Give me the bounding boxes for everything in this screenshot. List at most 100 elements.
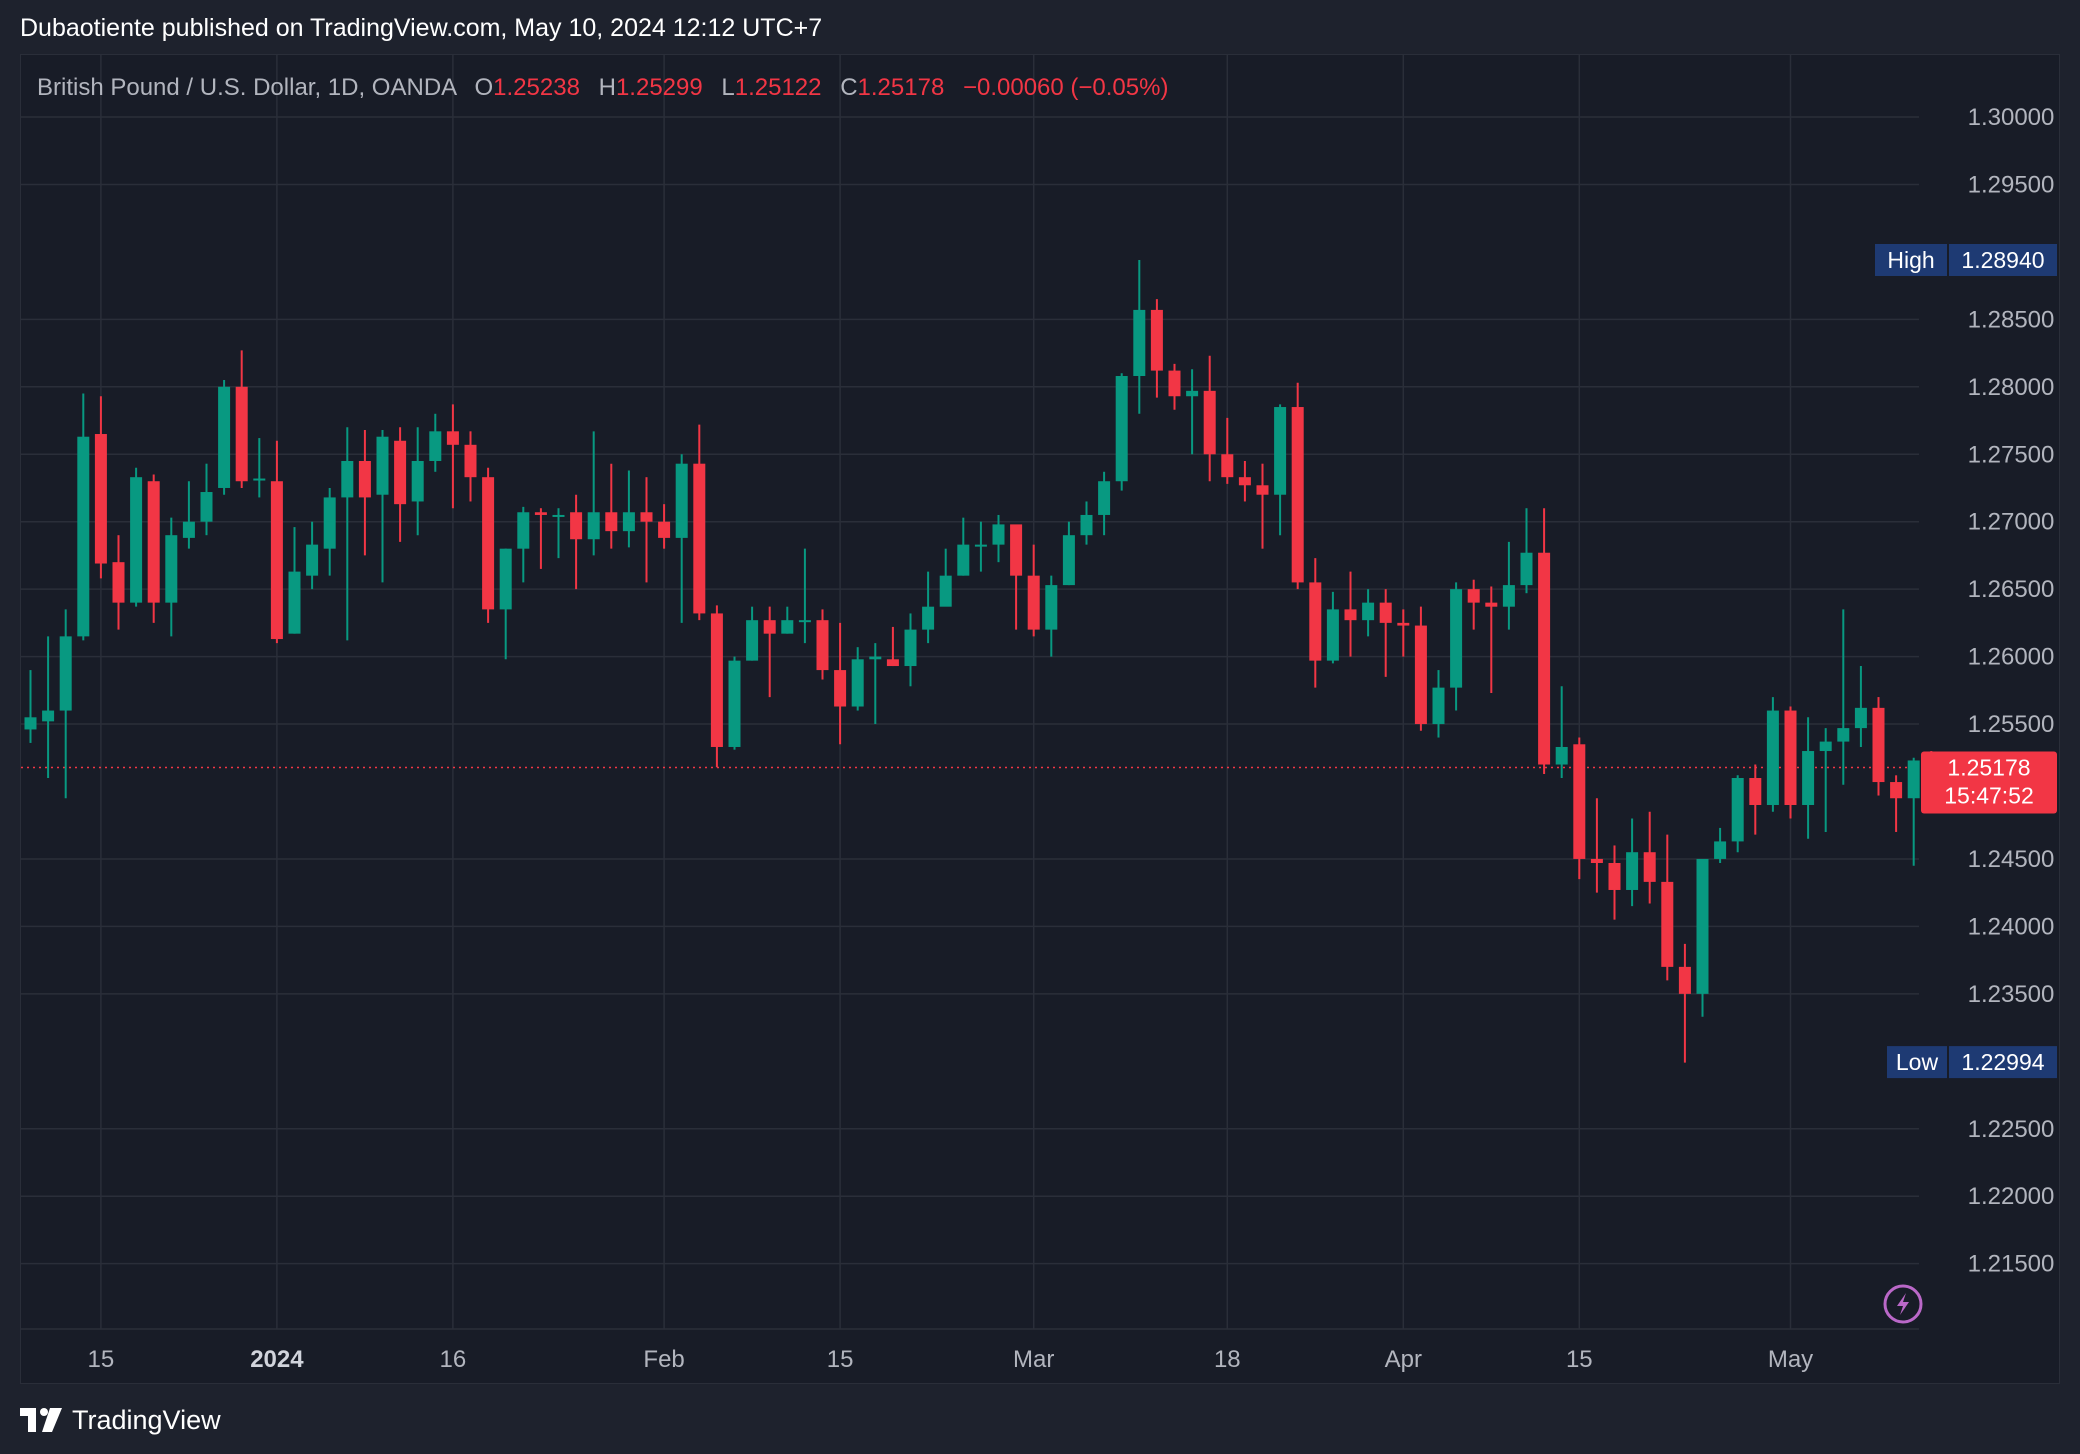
candle-up[interactable] [622, 470, 635, 548]
candle-up[interactable] [1766, 697, 1779, 812]
candle-down[interactable] [1485, 586, 1498, 694]
candle-down[interactable] [1397, 609, 1410, 657]
candle-up[interactable] [587, 431, 600, 556]
candle-up[interactable] [1837, 609, 1850, 785]
candle-down[interactable] [1590, 798, 1603, 893]
candle-up[interactable] [253, 438, 266, 498]
candle-up[interactable] [1854, 666, 1867, 747]
candle-up[interactable] [200, 463, 213, 536]
candle-down[interactable] [1643, 811, 1656, 904]
candle-up[interactable] [1731, 775, 1744, 853]
candle-up[interactable] [922, 571, 935, 644]
candle-down[interactable] [1467, 579, 1480, 630]
candle-up[interactable] [59, 609, 72, 799]
candle-up[interactable] [746, 606, 759, 661]
candle-down[interactable] [482, 467, 495, 623]
candle-down[interactable] [1203, 355, 1216, 482]
candle-down[interactable] [1238, 460, 1251, 502]
candle-up[interactable] [517, 506, 530, 583]
time-axis[interactable]: 15 2024 16 Feb 15 Mar 18 Apr 15 May [88, 1346, 1814, 1373]
candle-up[interactable] [376, 429, 389, 583]
last-price-badge[interactable]: 1.25178 15:47:52 [1921, 751, 2057, 814]
chart-panel[interactable]: 1.30000 1.29500 1.28500 1.28000 1.27500 1.270… [20, 54, 2060, 1384]
candle-up[interactable] [992, 514, 1005, 563]
candle-up[interactable] [798, 548, 811, 644]
candle-down[interactable] [1027, 544, 1040, 637]
candle-down[interactable] [1010, 524, 1023, 630]
candle-up[interactable] [851, 647, 864, 711]
tradingview-footer-logo[interactable]: TradingView [20, 1402, 221, 1438]
candle-up[interactable] [499, 548, 512, 660]
candle-down[interactable] [693, 424, 706, 621]
candle-down[interactable] [570, 494, 583, 590]
candle-up[interactable] [1115, 373, 1128, 491]
candle-up[interactable] [1907, 757, 1920, 866]
candle-up[interactable] [182, 481, 195, 549]
candle-up[interactable] [1326, 591, 1339, 664]
candle-up[interactable] [869, 643, 882, 725]
candle-down[interactable] [1150, 299, 1163, 398]
candle-up[interactable] [42, 636, 55, 779]
candle-down[interactable] [534, 508, 547, 569]
candle-down[interactable] [1414, 606, 1427, 731]
candle-down[interactable] [1221, 417, 1234, 484]
candle-down[interactable] [1784, 706, 1797, 819]
candle-down[interactable] [394, 427, 407, 542]
candle-down[interactable] [1379, 589, 1392, 677]
candle-down[interactable] [1890, 775, 1903, 832]
candle-up[interactable] [130, 467, 143, 607]
candle-down[interactable] [834, 622, 847, 745]
candle-up[interactable] [1045, 575, 1058, 657]
candle-down[interactable] [1538, 508, 1551, 774]
candle-down[interactable] [446, 404, 459, 509]
lightning-icon[interactable] [1883, 1284, 1923, 1324]
candle-down[interactable] [1678, 943, 1691, 1063]
candle-down[interactable] [763, 606, 776, 698]
candle-up[interactable] [904, 613, 917, 687]
candle-up[interactable] [1555, 686, 1568, 779]
candle-up[interactable] [411, 427, 424, 536]
candle-down[interactable] [358, 429, 371, 556]
candle-down[interactable] [1309, 558, 1322, 688]
candle-down[interactable] [1749, 764, 1762, 835]
candle-up[interactable] [288, 527, 301, 634]
candle-down[interactable] [94, 396, 107, 579]
candle-up[interactable] [1696, 858, 1709, 1017]
candle-up[interactable] [218, 380, 231, 495]
candle-up[interactable] [1186, 369, 1199, 455]
candle-down[interactable] [1608, 845, 1621, 920]
candle-down[interactable] [658, 504, 671, 549]
candle-down[interactable] [640, 477, 653, 583]
candle-up[interactable] [1819, 728, 1832, 832]
candle-up[interactable] [323, 487, 336, 576]
candlestick-chart[interactable]: 1.30000 1.29500 1.28500 1.28000 1.27500 1.270… [21, 55, 2059, 1383]
candle-down[interactable] [464, 431, 477, 502]
candle-up[interactable] [1133, 259, 1146, 414]
candle-up[interactable] [781, 606, 794, 634]
candle-up[interactable] [1274, 404, 1287, 536]
candle-up[interactable] [341, 427, 354, 641]
candle-down[interactable] [1168, 363, 1181, 410]
candle-down[interactable] [270, 440, 283, 644]
candle-down[interactable] [816, 609, 829, 680]
candle-up[interactable] [306, 521, 319, 590]
candle-down[interactable] [235, 350, 248, 488]
candle-up[interactable] [1062, 521, 1075, 586]
candle-up[interactable] [1432, 670, 1445, 738]
candle-up[interactable] [957, 517, 970, 576]
candle-up[interactable] [552, 508, 565, 559]
candle-down[interactable] [1256, 463, 1269, 549]
candle-up[interactable] [1714, 827, 1727, 863]
candle-down[interactable] [1573, 737, 1586, 880]
candle-up[interactable] [675, 454, 688, 623]
candle-down[interactable] [710, 605, 723, 768]
candle-up[interactable] [165, 517, 178, 637]
candle-down[interactable] [1872, 697, 1885, 796]
candle-up[interactable] [974, 521, 987, 572]
candle-down[interactable] [1291, 382, 1304, 590]
price-axis[interactable]: 1.30000 1.29500 1.28500 1.28000 1.27500 1.270… [1968, 104, 2055, 1278]
candle-up[interactable] [1502, 541, 1515, 630]
candle-up[interactable] [429, 413, 442, 472]
candle-down[interactable] [1344, 571, 1357, 657]
candle-up[interactable] [1802, 717, 1815, 839]
